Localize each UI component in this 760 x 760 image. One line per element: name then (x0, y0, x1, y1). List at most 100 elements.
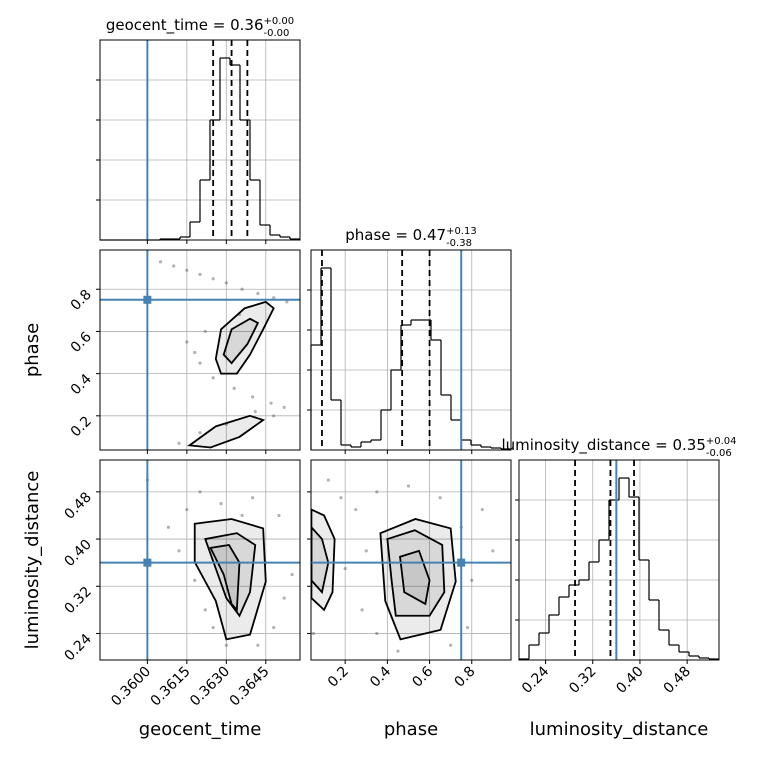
panel-border (310, 459, 512, 661)
panel-title: phase = 0.47+0.13 -0.38 (345, 226, 476, 249)
sample-point (198, 431, 202, 435)
x-tick-label: 0.3645 (227, 664, 273, 710)
panel-frame (311, 460, 511, 660)
contour (187, 414, 266, 449)
panel-border (99, 459, 301, 661)
sample-point (193, 350, 197, 355)
x-axis-label: luminosity_distance (530, 719, 709, 740)
y-tick-label: 0.40 (61, 537, 94, 570)
contour (399, 549, 431, 606)
sample-point (253, 410, 257, 414)
contour (214, 300, 275, 375)
sample-point (480, 507, 484, 512)
y-tick-label: 0.4 (68, 371, 95, 398)
x-tick-label: 0.4 (367, 663, 394, 690)
x-tick-label: 0.32 (566, 664, 599, 697)
truth-marker (143, 558, 152, 567)
sample-point (251, 395, 255, 399)
sample-point (185, 340, 189, 344)
sample-point (211, 277, 215, 281)
sample-point (177, 549, 181, 553)
sample-point (285, 300, 289, 304)
sample-point (203, 608, 207, 612)
contour (386, 529, 446, 617)
sample-point (240, 513, 244, 518)
contour (379, 518, 457, 641)
sample-point (251, 496, 255, 500)
y-axis-label: luminosity_distance (22, 471, 43, 650)
y-tick-label: 0.2 (68, 413, 95, 440)
panel-border (518, 459, 720, 661)
sample-point (375, 631, 379, 636)
panel-frame (100, 250, 300, 450)
title-main: luminosity_distance = 0.35 (501, 436, 705, 455)
sample-point (158, 260, 163, 264)
y-tick-label: 0.48 (61, 489, 94, 522)
contour (204, 532, 257, 618)
sample-point (211, 625, 215, 630)
panel-frame (311, 250, 511, 450)
title-lower: -0.38 (446, 238, 472, 249)
x-tick-label: 0.3600 (108, 664, 154, 710)
sample-point (185, 268, 189, 272)
sample-point (491, 549, 495, 553)
x-tick-label: 0.2 (325, 664, 352, 691)
sample-point (272, 625, 276, 630)
sample-point (240, 287, 244, 291)
sample-point (232, 386, 236, 390)
x-tick-label: 0.40 (613, 664, 646, 697)
title-lower: -0.06 (706, 448, 732, 459)
sample-point (256, 291, 260, 296)
x-tick-label: 0.8 (452, 664, 479, 691)
sample-point (269, 401, 273, 405)
title-upper: +0.00 (264, 16, 295, 27)
sample-point (354, 507, 358, 512)
x-tick-label: 0.48 (661, 664, 694, 697)
sample-point (224, 643, 228, 647)
sample-point (219, 502, 223, 506)
sample-point (290, 572, 294, 577)
sample-point (343, 566, 347, 571)
sample-point (470, 578, 474, 582)
sample-point (185, 507, 189, 512)
sample-point (203, 329, 207, 334)
sample-point (375, 490, 379, 494)
x-tick-label: 0.6 (409, 663, 436, 690)
truth-marker (143, 295, 152, 304)
title-lower: -0.00 (264, 28, 290, 39)
sample-point (311, 631, 316, 636)
y-tick-label: 0.6 (68, 329, 95, 356)
title-upper: +0.04 (706, 436, 737, 447)
x-tick-label: 0.24 (519, 663, 552, 696)
sample-point (406, 484, 411, 488)
contour (193, 518, 267, 641)
sample-point (360, 608, 364, 612)
sample-point (272, 414, 276, 418)
sample-point (438, 496, 442, 500)
sample-point (172, 264, 176, 268)
sample-point (272, 296, 276, 300)
title-main: phase = 0.47 (345, 226, 446, 244)
sample-point (364, 549, 368, 553)
x-axis-label: geocent_time (139, 719, 262, 740)
sample-point (198, 490, 202, 494)
sample-point (166, 525, 171, 529)
sample-point (198, 272, 202, 277)
sample-point (224, 281, 228, 285)
sample-point (211, 376, 215, 380)
sample-point (282, 405, 286, 409)
panel-border (99, 39, 301, 241)
y-tick-label: 0.24 (61, 631, 94, 664)
title-main: geocent_time = 0.36 (106, 16, 264, 35)
panel-frame (100, 460, 300, 660)
panel-title: luminosity_distance = 0.35+0.04 -0.06 (501, 436, 736, 459)
x-tick-label: 0.3615 (148, 664, 194, 710)
panel-border (99, 249, 301, 451)
y-tick-label: 0.32 (61, 584, 94, 617)
sample-point (256, 643, 260, 647)
contour (209, 543, 241, 613)
contour (222, 317, 260, 365)
truth-marker (457, 558, 466, 567)
